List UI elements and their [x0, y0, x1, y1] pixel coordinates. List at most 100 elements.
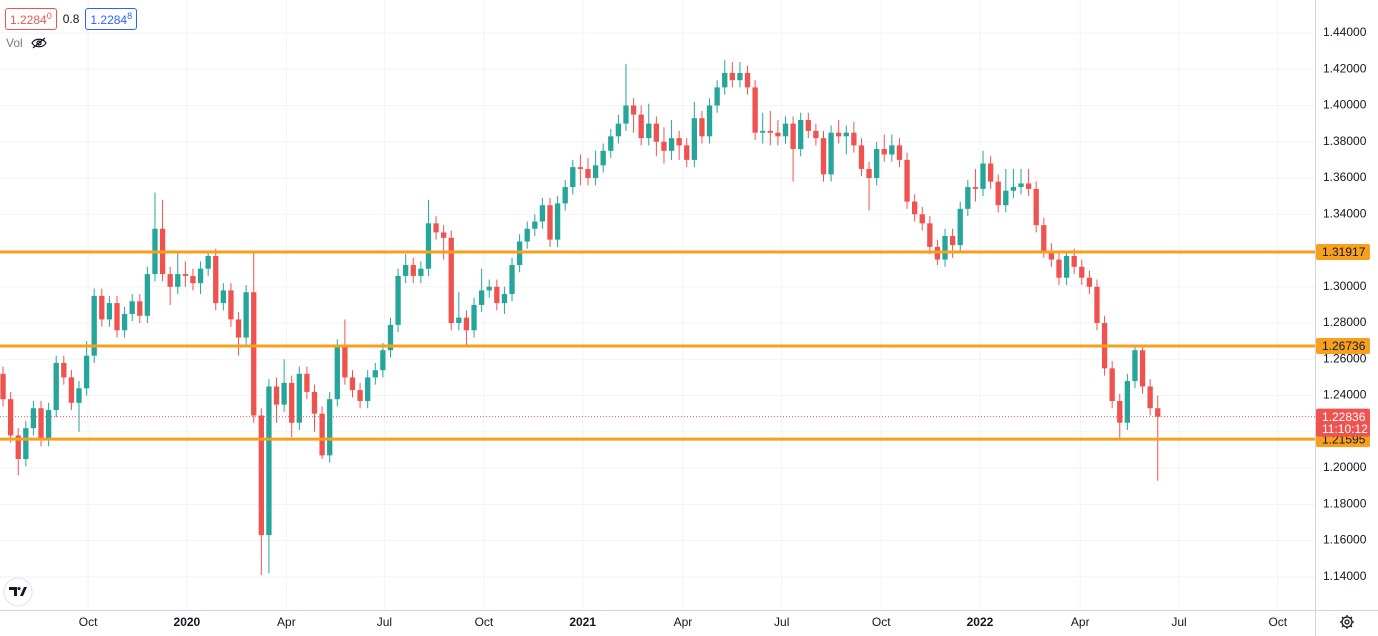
candle-body: [775, 132, 781, 137]
candle-body: [1094, 286, 1100, 324]
candle-body: [304, 373, 310, 392]
settings-icon[interactable]: [1340, 615, 1354, 629]
x-tick-label: Jul: [1171, 615, 1186, 629]
candle-body: [608, 136, 614, 151]
x-tick-label: Jul: [774, 615, 789, 629]
tradingview-logo[interactable]: [3, 577, 33, 607]
candle-body: [820, 138, 827, 175]
candle-body: [53, 362, 59, 411]
candle-body: [980, 163, 986, 189]
buy-price[interactable]: 1.22848: [85, 8, 138, 30]
candle-body: [524, 228, 530, 242]
candle-body: [167, 274, 173, 287]
candle-body: [357, 390, 363, 401]
y-tick-label: 1.42000: [1323, 61, 1367, 75]
candle-body: [121, 313, 128, 331]
x-tick-label: Oct: [79, 615, 98, 629]
candle-body: [615, 123, 622, 137]
candle-body: [289, 382, 295, 423]
candle-body: [987, 163, 994, 182]
legend-bar: 1.22840 0.8 1.22848: [5, 8, 138, 30]
candle-body: [1018, 183, 1024, 188]
candle-body: [858, 145, 865, 169]
sell-value: 1.2284: [10, 13, 47, 27]
candle-body: [410, 265, 416, 276]
candle-body: [691, 118, 698, 160]
candle-body: [1155, 408, 1161, 417]
candle-body: [668, 138, 675, 151]
candle-body: [957, 208, 963, 246]
candle-body: [137, 301, 143, 316]
candle-body: [1003, 190, 1009, 206]
candle-body: [592, 165, 599, 179]
candle-body: [881, 149, 887, 155]
x-tick-label: 2021: [569, 615, 596, 629]
candle-body: [706, 105, 713, 137]
candle-body: [99, 295, 105, 320]
candle-body: [38, 408, 44, 440]
candle-body: [509, 265, 515, 295]
candle-body: [623, 105, 629, 124]
candle-body: [395, 275, 401, 325]
candle-body: [0, 373, 6, 400]
candle-body: [478, 290, 485, 305]
x-tick-label: Apr: [674, 615, 693, 629]
candle-body: [1048, 250, 1055, 260]
candle-body: [729, 72, 735, 81]
candle-body: [403, 265, 409, 276]
candle-body: [744, 72, 751, 88]
candle-body: [790, 123, 796, 150]
candle-body: [311, 391, 318, 414]
candle-body: [1071, 255, 1077, 267]
candle-body: [539, 205, 546, 222]
candle-body: [372, 370, 378, 378]
countdown-label: 11:10:12: [1322, 422, 1368, 436]
candle-body: [570, 167, 576, 188]
candle-body: [319, 413, 325, 456]
candle-body: [213, 255, 219, 304]
candle-body: [843, 132, 849, 137]
candle-body: [600, 150, 606, 166]
candle-body: [433, 223, 439, 233]
candle-body: [83, 355, 90, 389]
candle-body: [190, 275, 196, 284]
candle-body: [23, 428, 29, 459]
candle-body: [1132, 350, 1138, 382]
candle-body: [471, 304, 477, 331]
candle-body: [45, 410, 52, 440]
candle-body: [1033, 188, 1039, 226]
y-tick-label: 1.26000: [1323, 351, 1367, 365]
candle-body: [106, 303, 113, 320]
y-tick-label: 1.20000: [1323, 460, 1367, 474]
candle-body: [182, 274, 189, 276]
candle-body: [965, 187, 971, 209]
sell-price[interactable]: 1.22840: [5, 8, 57, 30]
candle-body: [251, 292, 257, 416]
candle-body: [752, 87, 758, 133]
y-tick-label: 1.14000: [1323, 569, 1367, 583]
candle-body: [798, 120, 804, 150]
candle-body: [805, 120, 811, 131]
candle-body: [949, 236, 956, 246]
buy-value: 1.2284: [90, 13, 128, 27]
candle-body: [737, 72, 743, 81]
candle-body: [327, 399, 333, 456]
candle-body: [836, 132, 842, 137]
candle-body: [76, 388, 82, 403]
candle-body: [1109, 368, 1115, 401]
hide-icon[interactable]: [30, 37, 47, 49]
candle-body: [1139, 350, 1146, 387]
candle-body: [714, 87, 720, 106]
candle-body: [501, 294, 508, 304]
y-tick-label: 1.36000: [1323, 170, 1367, 184]
candle-body: [919, 214, 925, 224]
candle-body: [175, 274, 181, 287]
y-tick-label: 1.30000: [1323, 279, 1367, 293]
candle-body: [463, 317, 470, 331]
candle-body: [646, 123, 652, 139]
x-tick-label: Jul: [377, 615, 392, 629]
candle-body: [281, 382, 287, 405]
x-tick-label: 2022: [967, 615, 994, 629]
x-tick-label: Apr: [1071, 615, 1090, 629]
candle-body: [577, 167, 584, 169]
